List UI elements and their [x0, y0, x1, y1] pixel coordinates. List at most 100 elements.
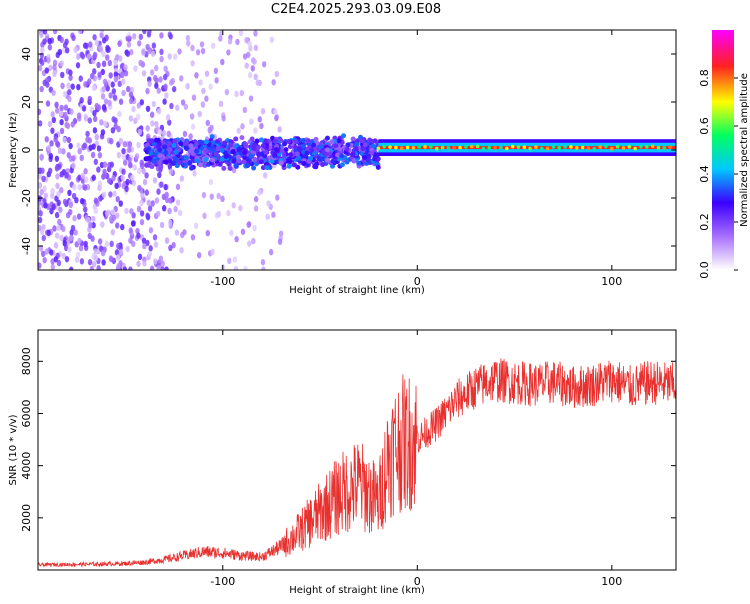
noise-speck: [266, 200, 271, 207]
band-speck: [325, 147, 331, 153]
noise-speck: [98, 195, 103, 202]
noise-speck: [253, 195, 259, 203]
noise-speck: [99, 32, 104, 39]
spectrogram-ytick-label: -40: [20, 237, 33, 255]
noise-speck: [204, 70, 210, 77]
noise-speck: [121, 147, 126, 155]
snr-frame: [37, 329, 677, 571]
noise-speck: [121, 78, 126, 85]
noise-speck: [92, 34, 97, 41]
noise-speck: [124, 185, 129, 193]
noise-speck: [83, 115, 89, 122]
band-speck: [260, 143, 266, 149]
noise-speck: [102, 78, 108, 85]
noise-speck: [116, 151, 122, 159]
noise-speck: [39, 154, 44, 161]
noise-speck: [66, 82, 71, 89]
band-speck: [344, 146, 350, 152]
band-speck: [173, 149, 179, 155]
noise-speck: [74, 256, 80, 263]
tone-speck: [633, 146, 637, 151]
noise-speck: [55, 182, 60, 190]
noise-speck: [76, 213, 82, 220]
noise-speck: [42, 257, 47, 264]
noise-speck: [88, 41, 93, 48]
noise-speck: [94, 140, 99, 147]
noise-speck: [277, 126, 282, 133]
snr-ytick-label: 2000: [20, 504, 33, 532]
noise-speck: [209, 124, 214, 132]
noise-speck: [59, 171, 64, 178]
noise-speck: [139, 99, 145, 106]
band-speck: [260, 165, 266, 171]
tone-speck: [592, 146, 597, 151]
band-speck: [241, 159, 247, 165]
tone-speck: [615, 144, 620, 149]
noise-speck: [168, 244, 173, 252]
noise-speck: [111, 88, 117, 95]
noise-speck: [83, 206, 88, 213]
noise-speck: [92, 115, 98, 123]
noise-speck: [216, 192, 221, 200]
figure-title: C2E4.2025.293.03.09.E08: [271, 2, 441, 17]
noise-speck: [183, 103, 189, 111]
noise-speck: [51, 116, 57, 124]
noise-speck: [170, 77, 175, 85]
noise-speck: [111, 174, 116, 182]
tone-speck: [399, 146, 404, 151]
noise-speck: [140, 192, 145, 199]
noise-speck: [221, 115, 226, 122]
noise-speck: [114, 182, 119, 190]
spectrogram-xtick-label: -100: [210, 275, 235, 288]
band-speck: [313, 164, 319, 170]
band-speck: [278, 138, 284, 144]
band-speck: [353, 146, 359, 152]
noise-speck: [161, 129, 167, 137]
noise-speck: [56, 199, 61, 207]
noise-speck: [147, 30, 152, 35]
noise-speck: [73, 229, 78, 236]
noise-speck: [97, 152, 103, 159]
band-speck: [243, 141, 249, 147]
band-speck: [339, 162, 345, 168]
noise-speck: [110, 229, 116, 236]
noise-speck: [53, 242, 59, 249]
noise-speck: [141, 48, 146, 55]
noise-speck: [240, 228, 246, 235]
noise-speck: [163, 65, 168, 72]
noise-speck: [130, 220, 136, 227]
noise-speck: [274, 114, 279, 122]
band-speck: [162, 144, 168, 150]
band-speck: [300, 138, 306, 144]
band-speck: [349, 143, 355, 149]
noise-speck: [259, 122, 264, 130]
noise-speck: [91, 84, 97, 92]
noise-speck: [136, 260, 141, 267]
noise-speck: [174, 229, 180, 236]
noise-speck: [97, 238, 103, 245]
tone-speck: [423, 145, 427, 149]
noise-speck: [159, 55, 164, 63]
noise-speck: [38, 120, 43, 127]
noise-speck: [46, 57, 51, 64]
noise-speck: [162, 73, 168, 81]
band-speck: [304, 150, 310, 156]
noise-speck: [49, 140, 54, 147]
noise-speck: [137, 184, 142, 192]
noise-speck: [100, 68, 106, 76]
noise-speck: [154, 120, 159, 128]
band-speck: [183, 145, 189, 151]
noise-speck: [234, 90, 239, 98]
noise-speck: [147, 250, 153, 258]
tone-speck: [545, 146, 550, 151]
band-speck: [283, 147, 289, 153]
noise-speck: [71, 34, 76, 42]
tone-speck: [464, 145, 468, 149]
noise-speck: [59, 36, 64, 44]
band-speck: [227, 165, 233, 171]
band-speck: [146, 146, 152, 152]
noise-speck: [117, 80, 122, 88]
noise-speck: [165, 114, 171, 121]
band-speck: [320, 149, 326, 155]
band-speck: [336, 138, 342, 144]
